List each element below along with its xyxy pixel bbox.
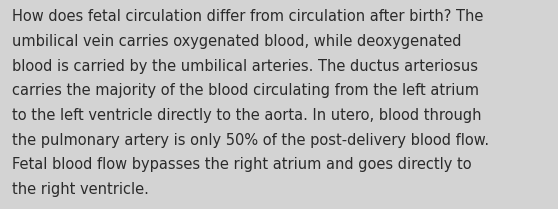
- Text: Fetal blood flow bypasses the right atrium and goes directly to: Fetal blood flow bypasses the right atri…: [12, 157, 472, 172]
- Text: carries the majority of the blood circulating from the left atrium: carries the majority of the blood circul…: [12, 83, 479, 98]
- Text: blood is carried by the umbilical arteries. The ductus arteriosus: blood is carried by the umbilical arteri…: [12, 59, 478, 74]
- Text: How does fetal circulation differ from circulation after birth? The: How does fetal circulation differ from c…: [12, 9, 484, 24]
- Text: the pulmonary artery is only 50% of the post-delivery blood flow.: the pulmonary artery is only 50% of the …: [12, 133, 489, 148]
- Text: umbilical vein carries oxygenated blood, while deoxygenated: umbilical vein carries oxygenated blood,…: [12, 34, 462, 49]
- Text: the right ventricle.: the right ventricle.: [12, 182, 149, 197]
- Text: to the left ventricle directly to the aorta. In utero, blood through: to the left ventricle directly to the ao…: [12, 108, 482, 123]
